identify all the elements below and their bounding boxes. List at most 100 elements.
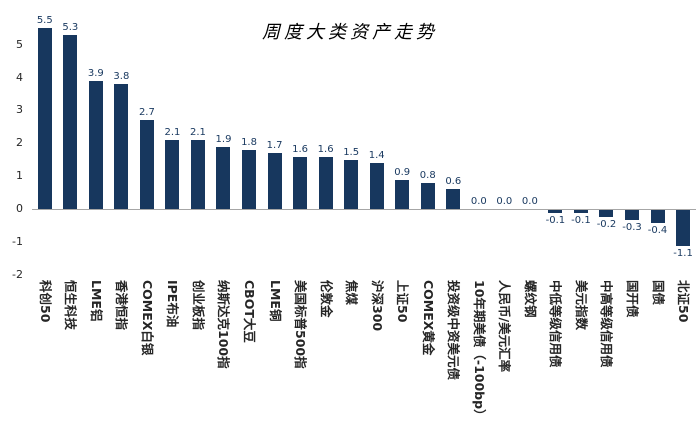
x-axis-label: CBOT大豆 <box>242 280 258 343</box>
bar <box>293 156 308 210</box>
bar-slot: -1.1 <box>670 15 696 275</box>
bar-value-label: -0.4 <box>647 225 668 237</box>
x-axis-label: 纳斯达克100指 <box>216 280 232 369</box>
x-label-slot: 香港恒指 <box>109 278 135 445</box>
y-axis: -2 -1 0 1 2 3 4 5 <box>0 15 28 281</box>
x-axis-label: 上证50 <box>395 280 411 323</box>
x-label-slot: 国债 <box>645 278 671 445</box>
x-label-slot: 创业板指 <box>185 278 211 445</box>
zero-axis-line <box>32 209 696 211</box>
bar <box>165 140 180 210</box>
x-label-slot: 美元指数 <box>568 278 594 445</box>
x-axis-label: 美国标普500指 <box>293 280 309 369</box>
x-axis-label: 科创50 <box>37 280 53 323</box>
bar-value-label: 0.9 <box>394 166 411 178</box>
bar-value-label: -0.2 <box>596 218 617 230</box>
bar-value-label: -0.1 <box>545 215 566 227</box>
bar-slot: -0.1 <box>543 15 569 275</box>
x-axis-label: 中高等级信用债 <box>599 280 615 368</box>
x-axis-label: 螺纹钢 <box>522 280 538 318</box>
x-axis-label: COMEX白银 <box>139 280 155 356</box>
bar <box>599 210 614 217</box>
bar-value-label: 0.8 <box>419 169 436 181</box>
bar <box>63 34 78 210</box>
x-label-slot: 恒生科技 <box>58 278 84 445</box>
bar <box>139 120 154 210</box>
x-axis-label: 恒生科技 <box>63 280 79 331</box>
bar-value-label: 2.7 <box>138 107 155 119</box>
bar-value-label: 0.0 <box>496 196 513 208</box>
x-label-slot: 国开债 <box>619 278 645 445</box>
bar-slot: 0.0 <box>466 15 492 275</box>
bar <box>344 159 359 210</box>
bar-slot: -0.2 <box>594 15 620 275</box>
x-axis-label: 创业板指 <box>190 280 206 331</box>
y-tick-label: 0 <box>16 202 23 216</box>
bar-slot: 3.9 <box>83 15 109 275</box>
x-label-slot: 科创50 <box>32 278 58 445</box>
bar-slot: 3.8 <box>109 15 135 275</box>
bar <box>318 156 333 210</box>
bar-slot: 1.8 <box>236 15 262 275</box>
x-axis-label: COMEX黄金 <box>420 280 436 356</box>
x-label-slot: 焦煤 <box>338 278 364 445</box>
bar <box>573 210 588 214</box>
bar <box>216 146 231 210</box>
bar-value-label: 1.9 <box>215 133 232 145</box>
bar <box>37 28 52 210</box>
bar <box>420 182 435 210</box>
bar <box>242 149 257 210</box>
x-label-slot: COMEX黄金 <box>415 278 441 445</box>
x-label-slot: 投资级中资美元债 <box>441 278 467 445</box>
x-axis-label: 中低等级信用债 <box>548 280 564 368</box>
x-axis-label: 国债 <box>650 280 666 306</box>
bar-value-label: 2.1 <box>164 127 181 139</box>
bar-value-label: 1.6 <box>292 143 309 155</box>
x-axis-label: 国开债 <box>624 280 640 318</box>
x-axis-label: 北证50 <box>676 280 692 323</box>
y-tick-label: -2 <box>12 268 23 281</box>
bar-value-label: -0.3 <box>622 222 642 234</box>
bar <box>114 84 129 210</box>
bar-value-label: 1.6 <box>317 143 334 155</box>
bar-value-label: 3.8 <box>113 71 130 83</box>
x-label-slot: 10年期美债（-100bp） <box>466 278 492 445</box>
bar-slot: 1.5 <box>338 15 364 275</box>
x-axis-label: 人民币/美元汇率 <box>497 280 513 373</box>
bar-value-label: 5.5 <box>36 15 53 27</box>
y-tick-label: 2 <box>16 136 23 150</box>
bar-value-label: 2.1 <box>190 127 206 139</box>
bar <box>369 163 384 210</box>
bar <box>190 140 205 210</box>
bar-value-label: 1.7 <box>266 140 283 152</box>
bar <box>676 210 691 247</box>
bar-slot: -0.1 <box>568 15 594 275</box>
bar-slot: 0.9 <box>389 15 415 275</box>
x-label-slot: 螺纹钢 <box>517 278 543 445</box>
bar-value-label: 3.9 <box>87 67 104 79</box>
x-label-slot: 北证50 <box>670 278 696 445</box>
bar-slot: 1.4 <box>364 15 390 275</box>
x-label-slot: 中高等级信用债 <box>594 278 620 445</box>
x-label-slot: 人民币/美元汇率 <box>492 278 518 445</box>
x-label-slot: 纳斯达克100指 <box>211 278 237 445</box>
x-axis-label: 沪深300 <box>369 280 385 332</box>
x-axis-label: 10年期美债（-100bp） <box>471 280 487 422</box>
x-axis-label: 焦煤 <box>344 280 360 306</box>
y-tick-label: 1 <box>16 169 23 183</box>
bar <box>88 80 103 210</box>
bar-slot: 0.8 <box>415 15 441 275</box>
bar-value-label: 0.0 <box>521 196 538 208</box>
bar <box>548 210 563 214</box>
bar-slot: 0.0 <box>492 15 518 275</box>
bar-slot: -0.3 <box>619 15 645 275</box>
x-label-slot: 沪深300 <box>364 278 390 445</box>
bar-value-label: -0.1 <box>571 215 591 227</box>
x-axis-label: 伦敦金 <box>318 280 334 318</box>
bar <box>624 210 639 221</box>
bar-slot: 2.1 <box>160 15 186 275</box>
bar <box>446 189 461 210</box>
x-label-slot: LME铝 <box>83 278 109 445</box>
bar-slot: 0.6 <box>441 15 467 275</box>
bar-value-label: 1.8 <box>241 136 257 148</box>
